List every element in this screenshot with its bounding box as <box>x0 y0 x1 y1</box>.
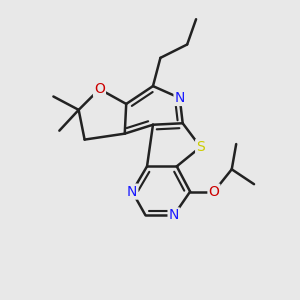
Text: N: N <box>169 208 179 222</box>
Text: N: N <box>175 91 185 105</box>
Text: O: O <box>208 184 219 199</box>
Text: O: O <box>94 82 105 96</box>
Text: N: N <box>127 184 137 199</box>
Text: S: S <box>196 140 205 154</box>
